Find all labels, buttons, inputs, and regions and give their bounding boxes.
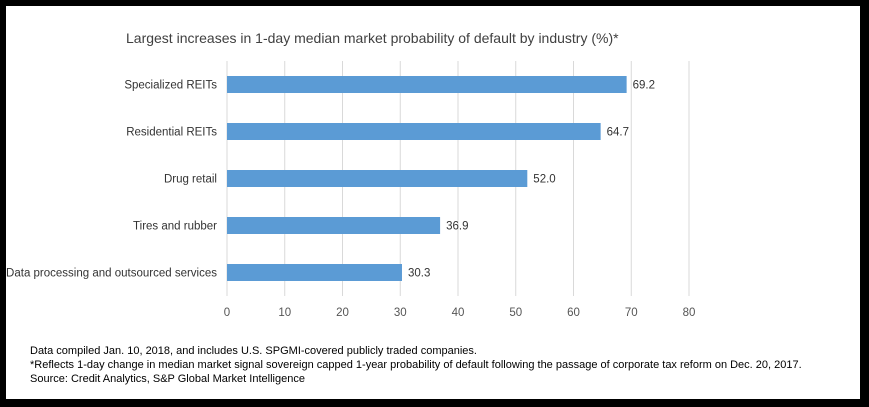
footnote-data-compiled: Data compiled Jan. 10, 2018, and include… <box>30 345 477 357</box>
x-tick-label: 30 <box>394 307 407 319</box>
bar <box>227 217 441 234</box>
bar <box>227 170 528 187</box>
x-tick-label: 70 <box>625 307 638 319</box>
data-label: 64.7 <box>607 127 629 139</box>
x-tick-label: 50 <box>509 307 522 319</box>
footnote-source: Source: Credit Analytics, S&P Global Mar… <box>30 373 305 385</box>
bar-chart: 0 10 20 30 40 50 60 70 80 Specialized REITs 69.2 Re… <box>6 61 696 319</box>
category-label: Specialized REITs <box>124 80 217 92</box>
data-label: 69.2 <box>633 80 655 92</box>
chart-frame: Largest increases in 1-day median market… <box>6 6 860 399</box>
bar <box>227 76 627 93</box>
bar <box>227 264 402 281</box>
data-label: 36.9 <box>446 221 468 233</box>
x-tick-label: 20 <box>336 307 349 319</box>
data-label: 30.3 <box>408 268 430 280</box>
bar <box>227 123 601 140</box>
x-tick-label: 80 <box>683 307 696 319</box>
category-label: Tires and rubber <box>133 221 217 233</box>
category-label: Residential REITs <box>126 127 217 139</box>
x-tick-label: 0 <box>224 307 230 319</box>
category-label: Data processing and outsourced services <box>6 268 217 280</box>
chart-title: Largest increases in 1-day median market… <box>126 30 619 46</box>
x-tick-label: 10 <box>278 307 291 319</box>
data-label: 52.0 <box>533 174 555 186</box>
footnotes: Data compiled Jan. 10, 2018, and include… <box>30 344 802 386</box>
x-tick-label: 40 <box>452 307 465 319</box>
x-tick-label: 60 <box>567 307 580 319</box>
category-label: Drug retail <box>164 174 217 186</box>
footnote-reflects: *Reflects 1-day change in median market … <box>30 359 802 371</box>
